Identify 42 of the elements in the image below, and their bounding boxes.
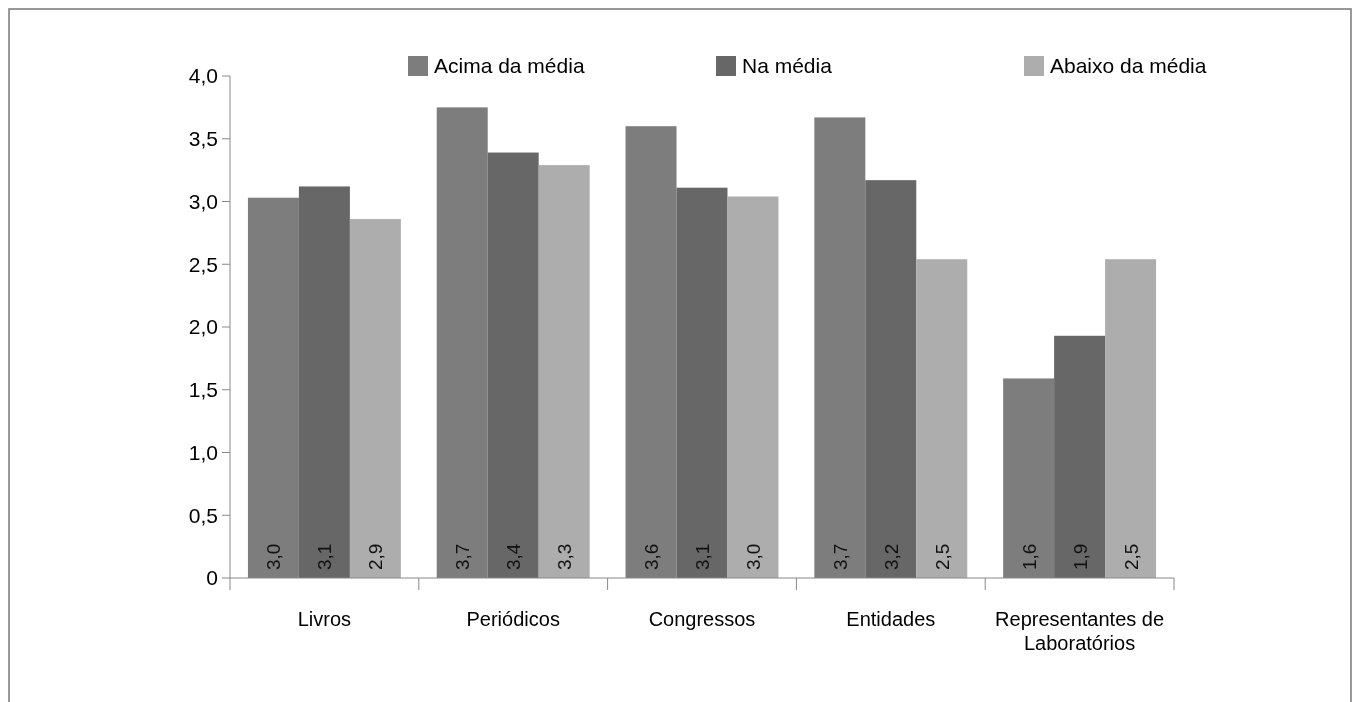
y-tick-label: 3,5 — [188, 127, 218, 151]
x-tick-label: Representantes de Laboratórios — [995, 608, 1165, 654]
data-label: 3,1 — [314, 543, 336, 570]
data-label: 3,7 — [452, 543, 474, 570]
y-tick-label: 2,0 — [188, 315, 218, 339]
legend-label: Abaixo da média — [1050, 54, 1207, 78]
y-tick-label: 4,0 — [188, 64, 218, 88]
bar — [349, 219, 401, 578]
data-label: 3,2 — [880, 543, 902, 570]
y-tick-label: 1,5 — [188, 378, 218, 402]
bar — [676, 187, 728, 578]
data-label: 2,5 — [1120, 543, 1142, 570]
y-tick-label: 0 — [206, 566, 218, 590]
y-tick-label: 0,5 — [188, 503, 218, 527]
data-label: 1,9 — [1069, 543, 1091, 570]
x-tick-label: Periódicos — [466, 608, 560, 630]
data-label: 3,4 — [503, 543, 525, 570]
y-tick-label: 1,0 — [188, 440, 218, 464]
bar — [1054, 335, 1106, 578]
data-label: 2,5 — [931, 543, 953, 570]
bar — [865, 180, 917, 578]
data-label: 3,0 — [742, 543, 764, 570]
y-tick-label: 3,0 — [188, 189, 218, 213]
legend-label: Acima da média — [434, 54, 585, 78]
x-tick-label: Livros — [297, 608, 352, 630]
bar — [916, 259, 968, 578]
data-label: 3,1 — [692, 543, 713, 570]
data-label: 1,6 — [1018, 543, 1040, 570]
data-label: 3,3 — [554, 543, 576, 570]
y-tick-label: 2,5 — [188, 252, 218, 276]
bar — [487, 152, 539, 578]
legend-label: Na média — [742, 54, 833, 78]
bar — [1105, 259, 1157, 578]
data-label: 3,7 — [829, 543, 851, 570]
data-label: 3,0 — [263, 543, 285, 570]
data-label: 3,6 — [641, 543, 663, 570]
x-tick-label: Congressos — [648, 608, 756, 630]
x-tick-label: Entidades — [846, 608, 936, 630]
bar — [538, 165, 590, 578]
bar — [727, 196, 779, 578]
bar — [298, 186, 350, 578]
data-label: 2,9 — [365, 543, 387, 570]
